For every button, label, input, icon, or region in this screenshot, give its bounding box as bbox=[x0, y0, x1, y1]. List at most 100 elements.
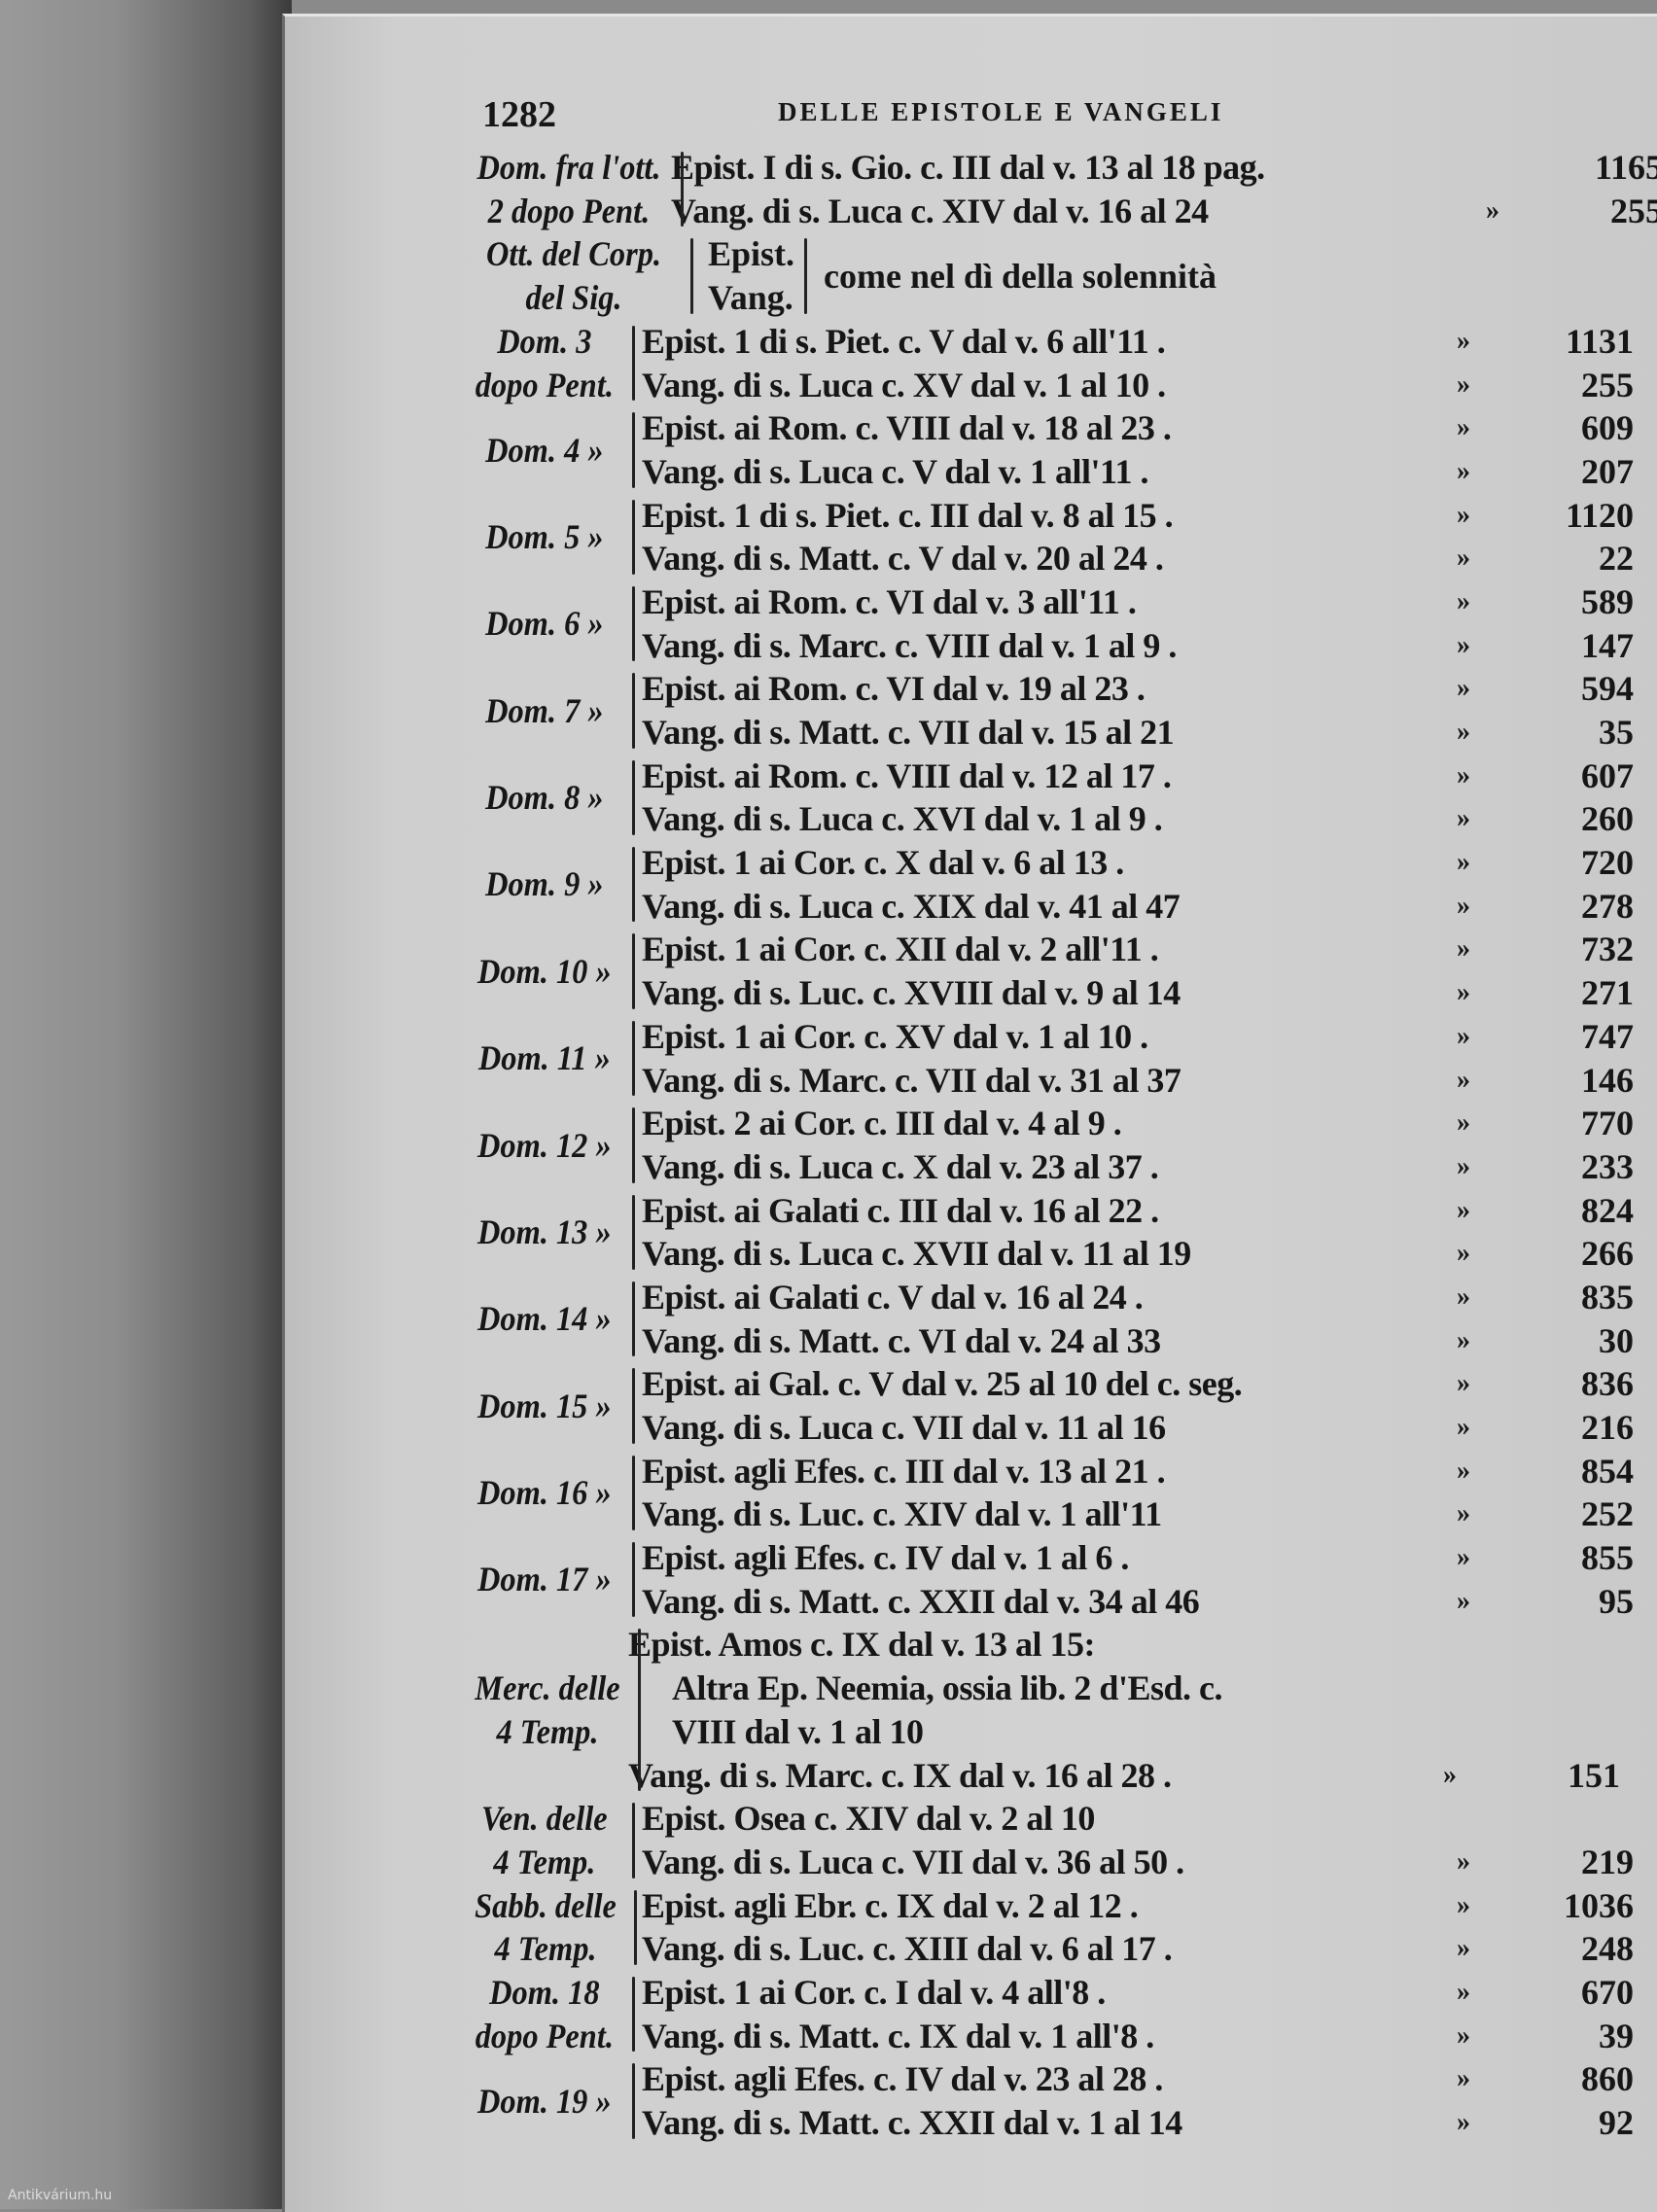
reading-line: Vang. di s. Matt. c. XXII dal v. 1 al 14… bbox=[642, 2101, 1634, 2145]
day-label-line: Dom. 13 » bbox=[476, 1211, 612, 1251]
reading-line: Epist. 1 ai Cor. c. XV dal v. 1 al 10 . »… bbox=[642, 1015, 1634, 1059]
day-label-line: Dom. 19 » bbox=[476, 2081, 612, 2121]
page-reference: 720 bbox=[1581, 843, 1634, 883]
ditto-mark: » bbox=[1457, 325, 1470, 356]
reading-citation: Epist. ai Galati c. V dal v. 16 al 24 . bbox=[642, 1277, 1144, 1317]
reading-citation: Epist. 1 ai Cor. c. XV dal v. 1 al 10 . bbox=[642, 1016, 1148, 1056]
table-row: Dom. 4 » Epist. ai Rom. c. VIII dal v. 18… bbox=[467, 406, 1634, 493]
page-reference: 30 bbox=[1599, 1320, 1634, 1360]
reading-citation: Vang. di s. Marc. c. VII dal v. 31 al 37 bbox=[642, 1060, 1181, 1100]
reading-list: Epist. Vang. come nel dì della solennità bbox=[708, 232, 1634, 319]
day-label-line: 4 Temp. bbox=[496, 1711, 599, 1751]
reading-line: Epist. ai Rom. c. VIII dal v. 18 al 23 .… bbox=[642, 406, 1634, 450]
page-reference: 855 bbox=[1581, 1538, 1634, 1578]
reading-list: Epist. agli Efes. c. III dal v. 13 al 21… bbox=[642, 1450, 1634, 1536]
reading-list: Epist. ai Rom. c. VIII dal v. 18 al 23 .… bbox=[642, 406, 1634, 493]
reading-list: Epist. ai Rom. c. VIII dal v. 12 al 17 .… bbox=[642, 755, 1634, 841]
reading-citation: Vang. di s. Luca c. XV dal v. 1 al 10 . bbox=[642, 365, 1166, 404]
brace bbox=[794, 232, 824, 319]
reading-list: Epist. 2 ai Cor. c. III dal v. 4 al 9 . »… bbox=[642, 1102, 1634, 1188]
watermark: Antikvárium.hu bbox=[8, 2188, 113, 2203]
day-label: Dom. fra l'ott. 2 dopo Pent. bbox=[477, 146, 661, 232]
page-reference: 248 bbox=[1581, 1929, 1634, 1969]
brace bbox=[622, 1971, 642, 2057]
reading-line: Vang. di s. Luc. c. XIV dal v. 1 all'11 »… bbox=[642, 1492, 1634, 1536]
ditto-mark: » bbox=[1457, 1150, 1470, 1181]
table-row: Dom. 17 » Epist. agli Efes. c. IV dal v. … bbox=[467, 1536, 1634, 1623]
reading-line: Vang. di s. Matt. c. VI dal v. 24 al 33 »… bbox=[642, 1319, 1634, 1363]
ditto-mark: » bbox=[1457, 455, 1470, 486]
brace bbox=[622, 1015, 642, 1102]
reading-line: Altra Ep. Neemia, ossia lib. 2 d'Esd. c. bbox=[628, 1667, 1657, 1710]
day-label-line: Dom. 3 bbox=[497, 321, 592, 361]
ditto-mark: » bbox=[1457, 1585, 1470, 1616]
table-row: Dom. 6 » Epist. ai Rom. c. VI dal v. 3 al… bbox=[467, 580, 1634, 667]
ditto-mark: » bbox=[1457, 2107, 1470, 2138]
page-reference: 252 bbox=[1581, 1494, 1634, 1534]
reading-citation: Vang. di s. Matt. c. XXII dal v. 1 al 14 bbox=[642, 2103, 1182, 2143]
day-label: Dom. 8 » bbox=[475, 755, 615, 841]
day-label-line: Dom. 18 bbox=[489, 1973, 600, 2013]
reading-citation: Epist. 1 ai Cor. c. XII dal v. 2 all'11 … bbox=[642, 930, 1159, 969]
reading-line: Vang. di s. Luca c. XIX dal v. 41 al 47 »… bbox=[642, 885, 1634, 929]
table-row: Dom. 11 » Epist. 1 ai Cor. c. XV dal v. 1… bbox=[467, 1015, 1634, 1102]
ditto-mark: » bbox=[1457, 890, 1470, 921]
reading-line: Epist. ai Gal. c. V dal v. 25 al 10 del … bbox=[642, 1362, 1634, 1406]
ditto-mark: » bbox=[1457, 369, 1470, 400]
reading-line: Epist. ai Rom. c. VI dal v. 3 all'11 . » 5… bbox=[642, 580, 1634, 624]
reading-line: Vang. di s. Matt. c. VII dal v. 15 al 21… bbox=[642, 711, 1634, 755]
reading-citation: Vang. di s. Luca c. V dal v. 1 all'11 . bbox=[642, 451, 1149, 491]
ditto-mark: » bbox=[1457, 977, 1470, 1008]
reading-list: Epist. Osea c. XIV dal v. 2 al 10 Vang. d… bbox=[642, 1797, 1634, 1883]
table-row: Merc. delle 4 Temp. Epist. Amos c. IX dal … bbox=[467, 1623, 1634, 1797]
table-row: Dom. 3 dopo Pent. Epist. 1 di s. Piet. c. … bbox=[467, 320, 1634, 406]
reading-list: Epist. Amos c. IX dal v. 13 al 15: Altra … bbox=[628, 1623, 1657, 1797]
reading-citation: Vang. di s. Marc. c. VIII dal v. 1 al 9 … bbox=[642, 625, 1177, 665]
page-reference: 207 bbox=[1581, 451, 1634, 491]
ditto-mark: » bbox=[1457, 803, 1470, 834]
day-label: Dom. 16 » bbox=[475, 1450, 615, 1536]
reading-list: Epist. 1 di s. Piet. c. III dal v. 8 al … bbox=[642, 494, 1634, 580]
reading-line: Epist. 1 ai Cor. c. XII dal v. 2 all'11 … bbox=[642, 928, 1634, 971]
day-label: Dom. 18 dopo Pent. bbox=[475, 1971, 615, 2057]
ditto-mark: » bbox=[1457, 1194, 1470, 1225]
ditto-mark: » bbox=[1457, 673, 1470, 704]
brace bbox=[681, 232, 708, 319]
day-label-line: Dom. 10 » bbox=[476, 951, 612, 991]
day-label: Dom. 12 » bbox=[475, 1102, 615, 1188]
day-label-line: Dom. 7 » bbox=[485, 690, 604, 730]
reading-line: Vang. di s. Luca c. X dal v. 23 al 37 . »… bbox=[642, 1145, 1634, 1189]
day-label: Dom. 11 » bbox=[475, 1015, 615, 1102]
lectionary-table: Dom. fra l'ott. 2 dopo Pent. Epist. I di s… bbox=[467, 146, 1657, 2145]
reading-line: Epist. agli Efes. c. IV dal v. 23 al 28 … bbox=[642, 2057, 1634, 2101]
ditto-mark: » bbox=[1457, 1281, 1470, 1312]
reading-line: Vang. di s. Luca c. V dal v. 1 all'11 . »… bbox=[642, 450, 1634, 494]
special-reading: Epist. Vang. come nel dì della solennità bbox=[708, 232, 1634, 319]
day-label-line: 4 Temp. bbox=[494, 1929, 597, 1969]
page-reference: 278 bbox=[1581, 886, 1634, 926]
reading-citation: Vang. di s. Luca c. VII dal v. 36 al 50 … bbox=[642, 1842, 1184, 1881]
day-label: Merc. delle 4 Temp. bbox=[475, 1623, 619, 1797]
table-row: Sabb. delle 4 Temp. Epist. agli Ebr. c. IX… bbox=[467, 1884, 1634, 1971]
reading-citation: Epist. agli Efes. c. III dal v. 13 al 21… bbox=[642, 1451, 1166, 1491]
brace bbox=[622, 1102, 642, 1188]
reading-citation: Vang. di s. Luc. c. XIV dal v. 1 all'11 bbox=[642, 1494, 1162, 1534]
reading-citation: Epist. I di s. Gio. c. III dal v. 13 al … bbox=[671, 148, 1265, 187]
day-label-line: Dom. 17 » bbox=[476, 1560, 612, 1599]
reading-list: Epist. I di s. Gio. c. III dal v. 13 al … bbox=[671, 146, 1657, 232]
reading-citation: Vang. di s. Matt. c. IX dal v. 1 all'8 . bbox=[642, 2016, 1154, 2055]
day-label-line: Dom. 14 » bbox=[476, 1299, 612, 1339]
reading-citation: Epist. 2 ai Cor. c. III dal v. 4 al 9 . bbox=[642, 1104, 1122, 1143]
table-row: Dom. 7 » Epist. ai Rom. c. VI dal v. 19 a… bbox=[467, 667, 1634, 754]
page-reference: 147 bbox=[1581, 625, 1634, 665]
page-reference: 233 bbox=[1581, 1146, 1634, 1186]
reading-line: Epist. 2 ai Cor. c. III dal v. 4 al 9 . »… bbox=[642, 1102, 1634, 1145]
table-row: Dom. 13 » Epist. ai Galati c. III dal v. … bbox=[467, 1189, 1634, 1276]
ditto-mark: » bbox=[1457, 629, 1470, 660]
reading-citation: VIII dal v. 1 al 10 bbox=[671, 1711, 924, 1751]
page-reference bbox=[1557, 1710, 1657, 1754]
day-label: Dom. 9 » bbox=[475, 841, 615, 928]
page-reference: 255 bbox=[1610, 191, 1657, 230]
ditto-mark: » bbox=[1457, 1977, 1470, 2008]
reading-line: Vang. di s. Matt. c. IX dal v. 1 all'8 .… bbox=[642, 2015, 1634, 2058]
